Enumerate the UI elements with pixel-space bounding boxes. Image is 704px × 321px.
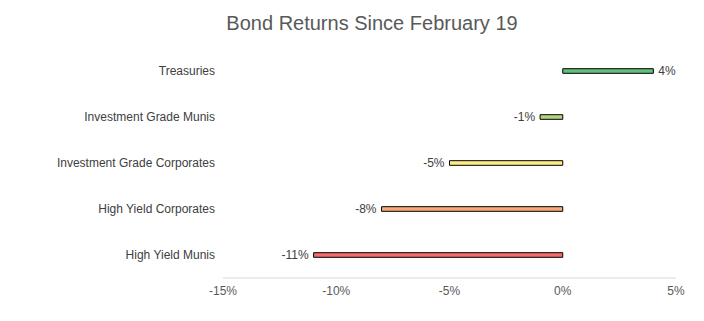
svg-text:-11%: -11% [281, 248, 308, 262]
svg-text:-8%: -8% [355, 202, 377, 216]
svg-text:High Yield Munis: High Yield Munis [126, 248, 215, 262]
svg-text:Investment Grade Corporates: Investment Grade Corporates [57, 156, 215, 170]
svg-text:Investment Grade Munis: Investment Grade Munis [84, 110, 215, 124]
html-text:Bond Returns Since February 19: Bond Returns Since February 19 [226, 12, 518, 34]
svg-text:-15%: -15% [209, 284, 237, 298]
svg-text:5%: 5% [667, 284, 685, 298]
svg-text:-5%: -5% [423, 156, 445, 170]
svg-text:-10%: -10% [322, 284, 350, 298]
svg-text:Treasuries: Treasuries [159, 64, 215, 78]
svg-text:High Yield Corporates: High Yield Corporates [98, 202, 215, 216]
svg-text:4%: 4% [658, 64, 676, 78]
svg-text:-1%: -1% [514, 110, 536, 124]
svg-text:-5%: -5% [439, 284, 461, 298]
svg-text:0%: 0% [554, 284, 572, 298]
